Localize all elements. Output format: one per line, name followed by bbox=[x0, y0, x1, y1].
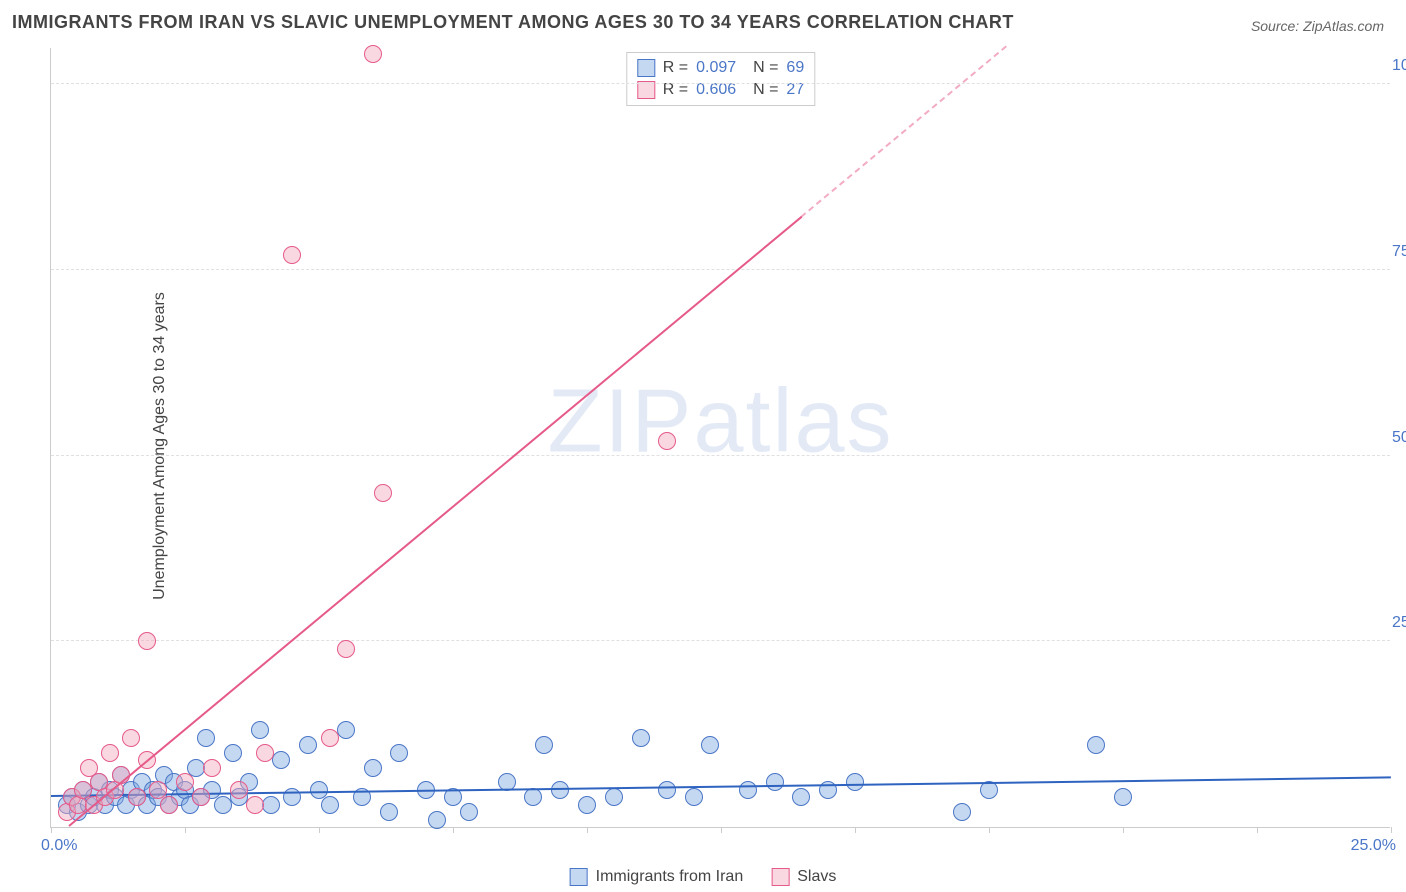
data-point-slavs bbox=[122, 729, 140, 747]
data-point-iran bbox=[337, 721, 355, 739]
chart-title: IMMIGRANTS FROM IRAN VS SLAVIC UNEMPLOYM… bbox=[12, 12, 1014, 33]
data-point-slavs bbox=[658, 432, 676, 450]
x-tick bbox=[185, 827, 186, 833]
watermark-text: ZIPatlas bbox=[547, 371, 893, 471]
x-tick bbox=[51, 827, 52, 833]
legend-r-label: R = bbox=[663, 59, 688, 77]
y-tick-label: 50.0% bbox=[1392, 429, 1406, 447]
data-point-slavs bbox=[176, 773, 194, 791]
data-point-iran bbox=[792, 788, 810, 806]
legend-item-iran: Immigrants from Iran bbox=[570, 868, 744, 886]
data-point-slavs bbox=[256, 744, 274, 762]
data-point-iran bbox=[535, 736, 553, 754]
y-tick-label: 100.0% bbox=[1392, 57, 1406, 75]
data-point-iran bbox=[224, 744, 242, 762]
data-point-slavs bbox=[321, 729, 339, 747]
data-point-slavs bbox=[128, 788, 146, 806]
data-point-iran bbox=[262, 796, 280, 814]
data-point-iran bbox=[364, 759, 382, 777]
data-point-iran bbox=[1114, 788, 1132, 806]
data-point-iran bbox=[632, 729, 650, 747]
data-point-iran bbox=[953, 803, 971, 821]
plot-area: ZIPatlas R = 0.097 N = 69R = 0.606 N = 2… bbox=[50, 48, 1390, 828]
trend-line bbox=[68, 216, 802, 827]
data-point-slavs bbox=[374, 484, 392, 502]
data-point-iran bbox=[460, 803, 478, 821]
data-point-iran bbox=[380, 803, 398, 821]
data-point-iran bbox=[846, 773, 864, 791]
gridline bbox=[51, 83, 1390, 84]
x-axis-max-label: 25.0% bbox=[1351, 837, 1396, 855]
data-point-iran bbox=[321, 796, 339, 814]
data-point-iran bbox=[251, 721, 269, 739]
data-point-iran bbox=[658, 781, 676, 799]
data-point-iran bbox=[272, 751, 290, 769]
x-tick bbox=[453, 827, 454, 833]
data-point-iran bbox=[299, 736, 317, 754]
y-tick-label: 25.0% bbox=[1392, 614, 1406, 632]
legend-n-value: 69 bbox=[786, 59, 804, 77]
legend-swatch bbox=[570, 868, 588, 886]
correlation-legend: R = 0.097 N = 69R = 0.606 N = 27 bbox=[626, 52, 815, 106]
data-point-slavs bbox=[246, 796, 264, 814]
data-point-iran bbox=[1087, 736, 1105, 754]
source-attribution: Source: ZipAtlas.com bbox=[1251, 18, 1384, 34]
data-point-slavs bbox=[337, 640, 355, 658]
data-point-slavs bbox=[283, 246, 301, 264]
legend-r-value: 0.097 bbox=[696, 59, 736, 77]
data-point-iran bbox=[685, 788, 703, 806]
gridline bbox=[51, 640, 1390, 641]
legend-n-label: N = bbox=[744, 59, 778, 77]
data-point-iran bbox=[197, 729, 215, 747]
trend-line bbox=[801, 45, 1008, 217]
series-legend: Immigrants from Iran Slavs bbox=[570, 868, 837, 886]
data-point-iran bbox=[428, 811, 446, 829]
gridline bbox=[51, 455, 1390, 456]
data-point-slavs bbox=[101, 744, 119, 762]
x-tick bbox=[855, 827, 856, 833]
x-tick bbox=[989, 827, 990, 833]
data-point-iran bbox=[766, 773, 784, 791]
data-point-slavs bbox=[230, 781, 248, 799]
data-point-slavs bbox=[138, 632, 156, 650]
legend-swatch bbox=[771, 868, 789, 886]
x-axis-origin-label: 0.0% bbox=[41, 837, 77, 855]
x-tick bbox=[721, 827, 722, 833]
data-point-iran bbox=[524, 788, 542, 806]
legend-label: Slavs bbox=[797, 868, 836, 886]
data-point-slavs bbox=[192, 788, 210, 806]
data-point-slavs bbox=[203, 759, 221, 777]
data-point-iran bbox=[739, 781, 757, 799]
y-tick-label: 75.0% bbox=[1392, 243, 1406, 261]
x-tick bbox=[1391, 827, 1392, 833]
x-tick bbox=[587, 827, 588, 833]
data-point-slavs bbox=[364, 45, 382, 63]
x-tick bbox=[1123, 827, 1124, 833]
legend-item-slavs: Slavs bbox=[771, 868, 836, 886]
legend-row-iran: R = 0.097 N = 69 bbox=[637, 57, 804, 79]
data-point-iran bbox=[605, 788, 623, 806]
data-point-slavs bbox=[160, 796, 178, 814]
legend-label: Immigrants from Iran bbox=[596, 868, 744, 886]
x-tick bbox=[319, 827, 320, 833]
data-point-iran bbox=[578, 796, 596, 814]
legend-swatch bbox=[637, 59, 655, 77]
gridline bbox=[51, 269, 1390, 270]
data-point-iran bbox=[390, 744, 408, 762]
data-point-iran bbox=[701, 736, 719, 754]
x-tick bbox=[1257, 827, 1258, 833]
